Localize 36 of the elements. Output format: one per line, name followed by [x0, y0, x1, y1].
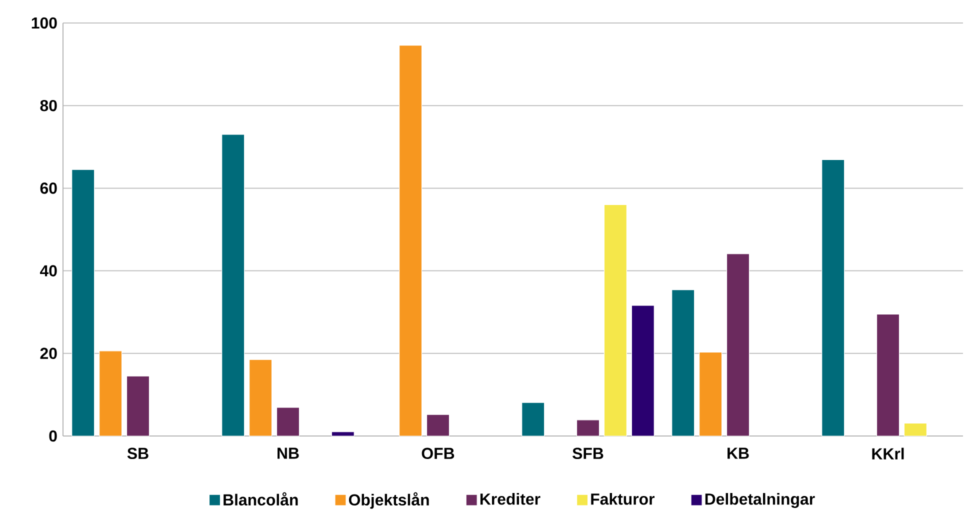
bar — [904, 422, 928, 436]
bar — [522, 402, 545, 436]
bar — [726, 254, 750, 436]
bar — [426, 414, 450, 436]
bar — [699, 352, 722, 436]
bar — [222, 134, 245, 436]
x-tick-label: KKrl — [872, 448, 904, 460]
bar — [631, 305, 654, 436]
x-tick-label: NB — [278, 448, 299, 459]
y-tick-label: 60 — [40, 182, 57, 194]
legend-label: Fakturor — [591, 493, 655, 505]
y-tick-label: 80 — [40, 100, 57, 112]
legend-label: Blancolån — [224, 492, 298, 506]
y-tick-label: 20 — [40, 348, 57, 360]
bar — [876, 314, 900, 436]
bar — [399, 44, 422, 436]
bar — [576, 420, 600, 436]
y-tick-label: 40 — [40, 265, 57, 276]
bar — [331, 432, 354, 436]
y-tick-label: 0 — [49, 430, 57, 442]
x-tick-label: KB — [728, 448, 749, 459]
bar — [249, 359, 272, 436]
x-tick-label: SFB — [572, 448, 604, 460]
bar — [126, 376, 150, 436]
bar — [672, 289, 695, 436]
bar — [276, 407, 300, 436]
legend-label: Krediter — [480, 493, 540, 505]
bar — [72, 169, 95, 436]
bar — [604, 204, 628, 436]
x-tick-label: OFB — [422, 448, 454, 460]
bar — [99, 350, 122, 436]
legend-label: Delbetalningar — [705, 493, 815, 508]
bar — [822, 159, 845, 436]
legend-label: Objektslån — [348, 492, 429, 509]
y-tick-label: 100 — [32, 17, 57, 29]
x-tick-label: SB — [127, 448, 148, 460]
